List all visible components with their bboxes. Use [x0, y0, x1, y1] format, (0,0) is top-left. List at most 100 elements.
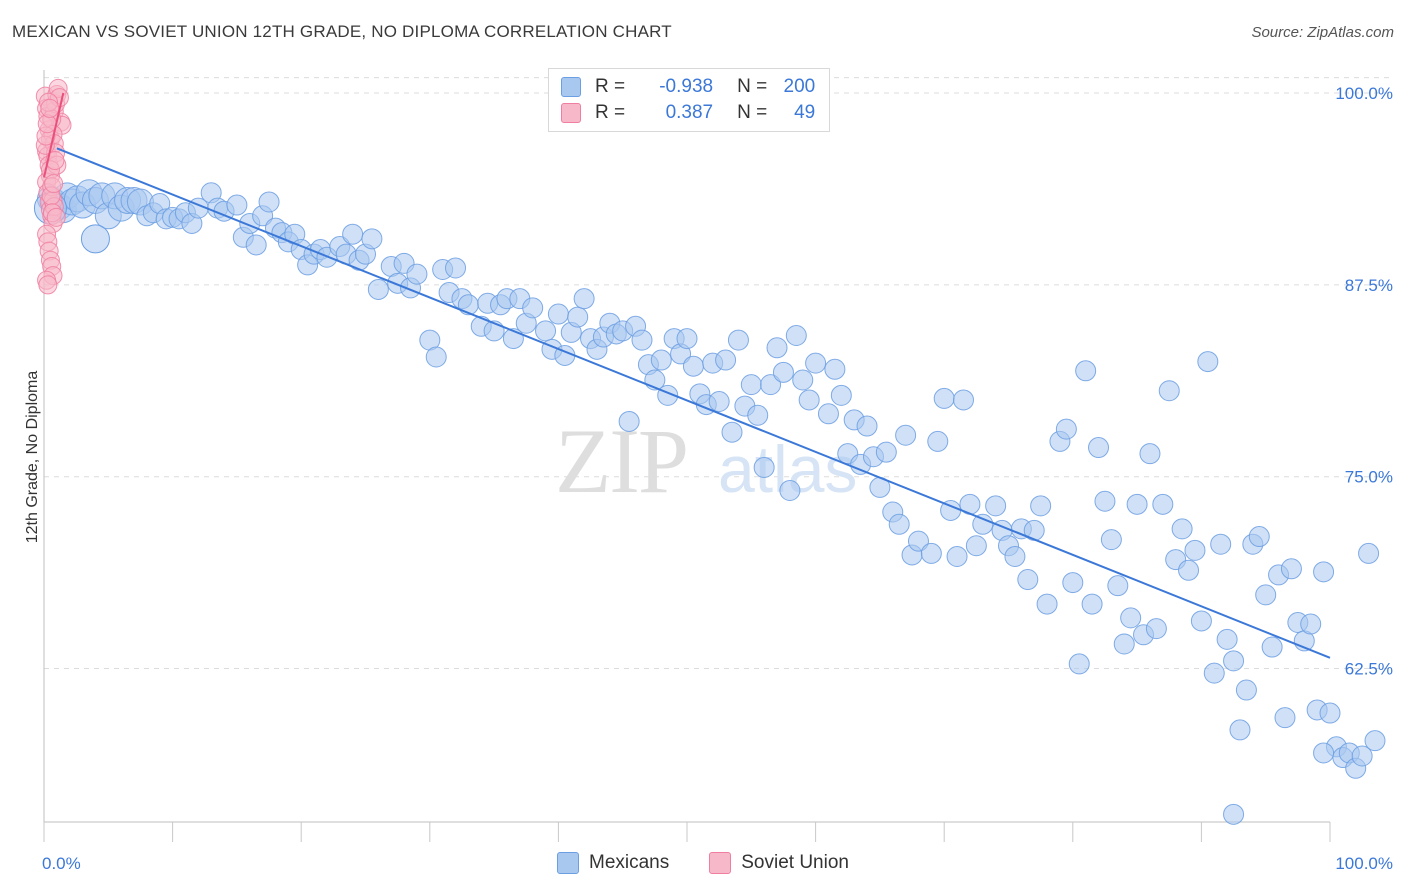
mexican-point	[1184, 539, 1206, 561]
r-label: R =	[595, 76, 626, 97]
mexican-point	[747, 404, 769, 426]
mexican-point	[985, 495, 1007, 517]
mexican-point	[760, 374, 782, 396]
legend-row-soviet: R = 0.387 N = 49	[561, 100, 815, 126]
mexican-point	[1229, 719, 1251, 741]
soviet-point	[38, 275, 58, 295]
mexican-point	[798, 389, 820, 411]
y-tick-label: 87.5%	[1345, 276, 1393, 295]
mexican-point	[727, 329, 749, 351]
source-label: Source: ZipAtlas.com	[1251, 24, 1394, 41]
mexican-point	[1126, 493, 1148, 515]
mexican-point	[1223, 803, 1245, 825]
chart-title: MEXICAN VS SOVIET UNION 12TH GRADE, NO D…	[12, 22, 672, 41]
mexican-point	[1094, 490, 1116, 512]
mexican-point	[785, 325, 807, 347]
mexican-point	[1280, 558, 1302, 580]
legend-item-soviet: Soviet Union	[709, 852, 849, 874]
mexican-point	[457, 294, 479, 316]
mexican-point	[824, 358, 846, 380]
mexican-point	[907, 530, 929, 552]
mexican-point	[80, 224, 110, 254]
mexican-point	[522, 297, 544, 319]
mexican-point	[1030, 495, 1052, 517]
mexicans-legend-label: Mexicans	[589, 852, 670, 873]
mexican-point	[1235, 679, 1257, 701]
watermark: ZIP atlas	[555, 410, 857, 512]
mexican-point	[972, 513, 994, 535]
mexicans-points	[33, 179, 1386, 825]
mexican-point	[1088, 437, 1110, 459]
series-legend: Mexicans Soviet Union	[0, 852, 1406, 874]
y-tick-label: 62.5%	[1345, 660, 1393, 679]
soviet-legend-swatch	[709, 852, 732, 874]
mexican-point	[927, 430, 949, 452]
mexican-point	[1036, 593, 1058, 615]
mexican-point	[1055, 418, 1077, 440]
mexican-point	[245, 234, 267, 256]
mexican-point	[1210, 533, 1232, 555]
mexican-point	[946, 545, 968, 567]
mexican-point	[817, 403, 839, 425]
mexican-point	[1300, 613, 1322, 635]
mexican-point	[1081, 593, 1103, 615]
mexican-point	[715, 349, 737, 371]
mexican-point	[1261, 636, 1283, 658]
stats-legend: R = -0.938 N = 200 R = 0.387 N = 49	[548, 68, 830, 132]
mexican-point	[650, 349, 672, 371]
r-label: R =	[595, 102, 626, 123]
mexican-point	[805, 352, 827, 374]
x-tick-label: 100.0%	[1335, 854, 1393, 873]
mexican-point	[952, 389, 974, 411]
soviet-point	[45, 151, 65, 171]
soviet-legend-label: Soviet Union	[741, 852, 849, 873]
mexican-point	[920, 542, 942, 564]
soviet-r-value: 0.387	[665, 102, 714, 123]
mexican-point	[367, 278, 389, 300]
mexicans-n-value: 200	[783, 76, 816, 97]
mexican-point	[1017, 569, 1039, 591]
mexican-point	[1319, 702, 1341, 724]
mexican-point	[682, 355, 704, 377]
mexican-point	[740, 374, 762, 396]
mexican-point	[753, 456, 775, 478]
axis-labels: 62.5% 75.0% 87.5% 100.0% 0.0% 100.0% 12th Grad…	[24, 84, 1393, 873]
mexican-point	[676, 328, 698, 350]
mexican-point	[888, 513, 910, 535]
mexican-point	[1113, 633, 1135, 655]
soviet-point	[44, 174, 64, 194]
mexicans-r-value: -0.938	[659, 76, 714, 97]
mexicans-trend-line	[56, 147, 1331, 659]
mexican-point	[895, 424, 917, 446]
mexican-point	[1171, 518, 1193, 540]
mexican-point	[1068, 653, 1090, 675]
mexican-point	[1145, 618, 1167, 640]
mexican-point	[1358, 542, 1380, 564]
axes	[43, 70, 1331, 842]
mexican-point	[1248, 526, 1270, 548]
mexican-point	[1313, 561, 1335, 583]
mexican-point	[1216, 628, 1238, 650]
mexican-point	[1203, 662, 1225, 684]
mexican-point	[535, 320, 557, 342]
soviet-trend-line	[43, 92, 65, 178]
mexican-point	[1223, 650, 1245, 672]
soviet-point	[46, 207, 66, 227]
mexican-point	[547, 303, 569, 325]
mexican-point	[1062, 572, 1084, 594]
n-label: N =	[737, 76, 768, 97]
mexican-point	[361, 228, 383, 250]
mexican-point	[1190, 610, 1212, 632]
mexicans-legend-swatch	[557, 852, 579, 874]
y-tick-label: 100.0%	[1335, 84, 1393, 103]
mexican-point	[406, 263, 428, 285]
mexican-point	[830, 384, 852, 406]
mexican-point	[631, 329, 653, 351]
trend-lines	[43, 92, 1331, 659]
legend-row-mexicans: R = -0.938 N = 200	[561, 74, 815, 100]
mexican-point	[1158, 380, 1180, 402]
mexican-point	[856, 415, 878, 437]
mexican-point	[1178, 559, 1200, 581]
soviet-n-value: 49	[794, 102, 816, 123]
